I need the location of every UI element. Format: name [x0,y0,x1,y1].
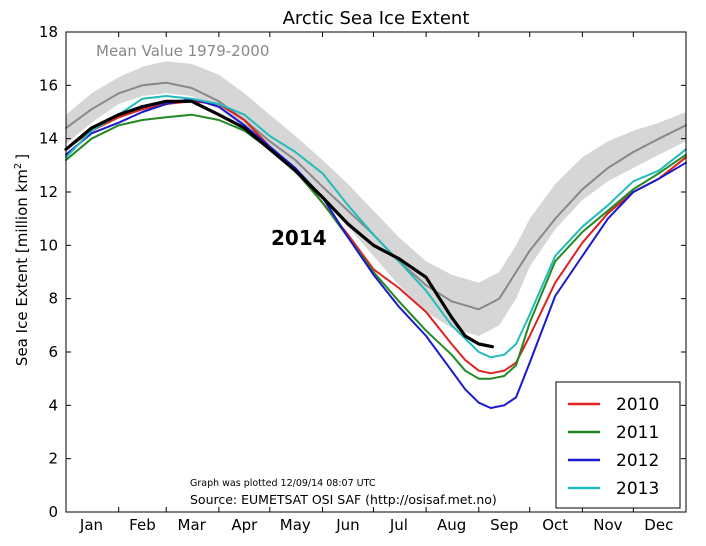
y-tick-label: 4 [48,396,58,414]
y-axis-label: Sea Ice Extent [million km2] [13,154,31,366]
plot-area [64,61,687,409]
x-tick-label-nov: Nov [593,516,622,534]
x-tick-label-jan: Jan [79,516,103,534]
y-axis: 0 2 4 6 8 10 12 14 16 18 [39,23,686,521]
mean-range-band [66,61,686,337]
plot-border [65,31,687,513]
x-tick-label-oct: Oct [542,516,568,534]
x-tick-label-jun: Jun [335,516,359,534]
x-tick-label-jul: Jul [389,516,408,534]
y-axis-label-superscript: 2 [13,163,24,169]
axes-frame [65,31,687,513]
y-tick-label: 6 [48,343,58,361]
x-tick-label-aug: Aug [437,516,466,534]
plotted-date-note: Graph was plotted 12/09/14 08:07 UTC [190,478,376,489]
legend: 2010 2011 2012 2013 [555,381,681,509]
series-line-2013 [65,95,687,359]
y-tick-label: 14 [39,130,58,148]
x-tick-label-may: May [280,516,311,534]
series-line-2014 [64,99,494,349]
x-tick-label-feb: Feb [129,516,156,534]
series-line-2011 [65,113,687,380]
x-tick-label-sep: Sep [490,516,518,534]
legend-label-2013: 2013 [616,479,659,499]
legend-label-2010: 2010 [616,395,659,415]
mean-value-label: Mean Value 1979-2000 [96,42,269,60]
y-tick-label: 10 [39,236,58,254]
legend-label-2012: 2012 [616,451,659,471]
highlight-2014-label: 2014 [271,226,327,250]
y-tick-label: 0 [48,503,58,521]
y-axis-label-main: Sea Ice Extent [million km [13,169,31,366]
y-axis-label-end: ] [13,154,31,160]
y-tick-label: 16 [39,76,58,94]
legend-label-2011: 2011 [616,423,659,443]
y-tick-label: 18 [39,23,58,41]
y-tick-label: 2 [48,450,58,468]
y-tick-label: 8 [48,290,58,308]
x-axis: Jan Feb Mar Apr May Jun Jul Aug Sep Oct Nov Dec [65,32,687,534]
x-tick-label-dec: Dec [644,516,673,534]
y-tick-label: 12 [39,183,58,201]
chart-title: Arctic Sea Ice Extent [283,8,470,29]
x-tick-label-apr: Apr [231,516,258,534]
source-note: Source: EUMETSAT OSI SAF (http://osisaf.… [190,492,497,507]
x-tick-label-mar: Mar [178,516,207,534]
